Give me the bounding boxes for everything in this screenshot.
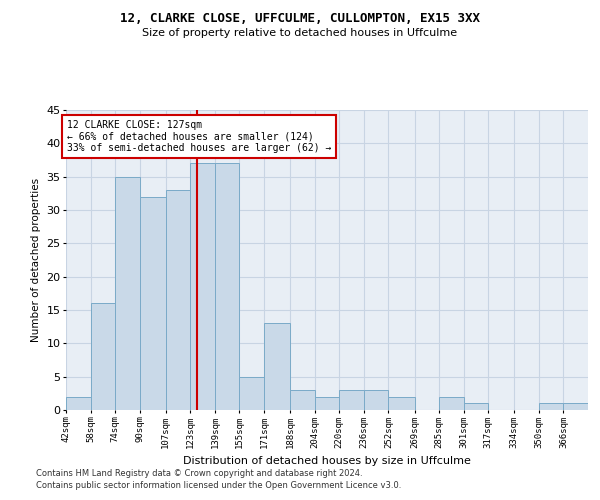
Bar [563, 404, 588, 410]
Text: Contains public sector information licensed under the Open Government Licence v3: Contains public sector information licen… [36, 481, 401, 490]
Bar [239, 376, 264, 410]
Bar [315, 396, 339, 410]
Bar [464, 404, 488, 410]
Bar [388, 396, 415, 410]
Bar [264, 324, 290, 410]
Bar [115, 176, 140, 410]
Text: Contains HM Land Registry data © Crown copyright and database right 2024.: Contains HM Land Registry data © Crown c… [36, 468, 362, 477]
Bar [140, 196, 166, 410]
Y-axis label: Number of detached properties: Number of detached properties [31, 178, 41, 342]
Bar [215, 164, 239, 410]
Bar [364, 390, 388, 410]
Bar [439, 396, 464, 410]
Bar [539, 404, 563, 410]
Bar [339, 390, 364, 410]
X-axis label: Distribution of detached houses by size in Uffculme: Distribution of detached houses by size … [183, 456, 471, 466]
Text: 12 CLARKE CLOSE: 127sqm
← 66% of detached houses are smaller (124)
33% of semi-d: 12 CLARKE CLOSE: 127sqm ← 66% of detache… [67, 120, 331, 153]
Text: 12, CLARKE CLOSE, UFFCULME, CULLOMPTON, EX15 3XX: 12, CLARKE CLOSE, UFFCULME, CULLOMPTON, … [120, 12, 480, 26]
Bar [166, 190, 190, 410]
Text: Size of property relative to detached houses in Uffculme: Size of property relative to detached ho… [142, 28, 458, 38]
Bar [91, 304, 115, 410]
Bar [290, 390, 315, 410]
Bar [66, 396, 91, 410]
Bar [190, 164, 215, 410]
